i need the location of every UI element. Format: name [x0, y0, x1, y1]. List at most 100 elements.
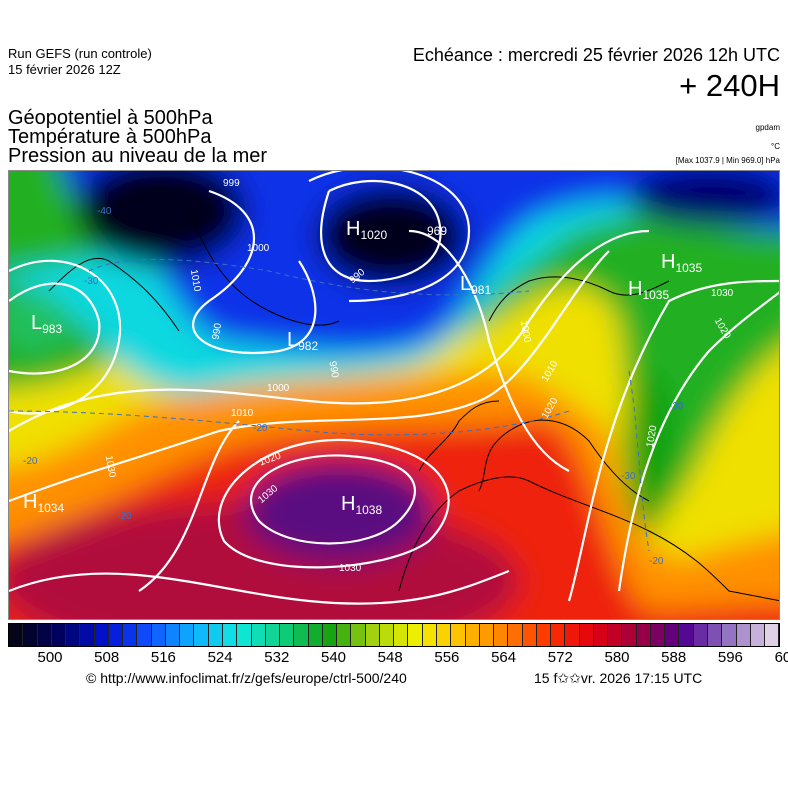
color-scale-tick: 524: [207, 649, 233, 666]
color-scale-cell: [465, 624, 480, 646]
color-scale-cell: [9, 624, 24, 646]
color-scale-cell: [479, 624, 495, 646]
color-scale-cell: [351, 624, 366, 646]
color-scale-cell: [265, 624, 281, 646]
unit-pressure: [Max 1037.9 | Min 969.0] hPa: [675, 156, 780, 165]
pressure-center-high: H1034: [23, 492, 64, 514]
color-scale-cell: [308, 624, 323, 646]
pressure-center-low: L983: [31, 313, 62, 335]
color-scale-tick: 596: [717, 649, 743, 666]
pressure-center-low: L981: [460, 274, 491, 296]
center-value: 1035: [675, 261, 703, 275]
color-scale-cell: [222, 624, 238, 646]
pressure-center-high: H1038: [341, 494, 382, 516]
isobar-label: 1000: [267, 383, 290, 394]
coastlines: [48, 210, 779, 602]
color-scale-cell: [708, 624, 723, 646]
color-scale-cell: [337, 624, 352, 646]
color-scale-cell: [23, 624, 38, 646]
color-scale-tick: 508: [94, 649, 120, 666]
isotherm-label: -20: [23, 456, 38, 467]
isotherm-label: -30: [669, 401, 684, 412]
valid-time: Echéance : mercredi 25 février 2026 12h …: [412, 45, 780, 65]
center-value: 1035: [642, 288, 670, 302]
generated-time: 15 f✩✩vr. 2026 17:15 UTC: [534, 670, 703, 686]
isobar-label: 1030: [711, 288, 734, 299]
field-geopotential: Géopotentiel à 500hPa: [8, 107, 213, 129]
isobars: [9, 171, 779, 605]
color-scale-cell: [508, 624, 523, 646]
color-scale-cell: [750, 624, 766, 646]
color-scale-cell: [536, 624, 552, 646]
color-scale-cell: [765, 624, 780, 646]
pressure-center-high: H1035: [628, 279, 669, 301]
color-scale-cell: [280, 624, 295, 646]
color-scale-cell: [66, 624, 81, 646]
color-scale-cell: [522, 624, 537, 646]
color-scale-cell: [408, 624, 423, 646]
color-scale-cell: [622, 624, 637, 646]
color-scale-cell: [451, 624, 466, 646]
color-scale-tick: 532: [264, 649, 290, 666]
color-scale-cell: [379, 624, 395, 646]
color-scale-tick: 564: [491, 649, 517, 666]
color-scale-tick: 572: [547, 649, 573, 666]
color-scale-cell: [494, 624, 509, 646]
color-scale-cell: [123, 624, 138, 646]
color-scale-cell: [251, 624, 266, 646]
color-scale-tick: 516: [150, 649, 176, 666]
color-scale-cell: [365, 624, 380, 646]
center-type: H: [628, 278, 643, 300]
isobar-label: 1000: [247, 243, 270, 254]
isotherm-label: -20: [117, 511, 132, 522]
color-scale-tick: 540: [320, 649, 347, 666]
isotherm-label: -20: [649, 556, 664, 567]
center-value: 982: [298, 339, 319, 353]
center-value: 1034: [37, 501, 65, 515]
color-scale-tick: 580: [604, 649, 630, 666]
isotherm-label: -30: [84, 276, 99, 287]
pressure-center-high: H1020: [346, 219, 387, 241]
color-scale-cell: [608, 624, 623, 646]
color-scale-cell: [579, 624, 594, 646]
credit-url: © http://www.infoclimat.fr/z/gefs/europe…: [86, 670, 407, 686]
color-scale-cell: [37, 624, 52, 646]
run-date: 15 février 2026 12Z: [8, 62, 121, 77]
center-type: H: [341, 493, 356, 515]
center-value: 983: [42, 322, 63, 336]
isobar-label: 999: [223, 178, 240, 189]
color-scale-tick: 500: [37, 649, 63, 666]
center-type: L: [31, 312, 43, 334]
isotherms: [9, 258, 650, 552]
color-scale-cell: [593, 624, 609, 646]
color-scale-cell: [165, 624, 181, 646]
color-scale-cell: [180, 624, 195, 646]
isobar-label: 969: [427, 224, 448, 238]
color-scale-cell: [51, 624, 67, 646]
color-scale-cell: [394, 624, 409, 646]
color-scale-cell: [551, 624, 566, 646]
run-label: Run GEFS (run controle): [8, 46, 152, 61]
isotherm-label: -20: [253, 423, 268, 434]
color-scale-bar: [8, 623, 780, 647]
field-list: Géopotentiel à 500hPa Température à 500h…: [8, 107, 268, 167]
isotherm-label: -30: [621, 471, 636, 482]
color-scale-cell: [194, 624, 209, 646]
color-scale-cell: [422, 624, 437, 646]
center-value: 981: [471, 283, 492, 297]
isobar-label: 1010: [231, 408, 254, 419]
color-scale-cell: [636, 624, 651, 646]
color-scale-cell: [736, 624, 751, 646]
color-scale-cell: [565, 624, 580, 646]
color-scale-cell: [94, 624, 109, 646]
center-type: H: [661, 251, 676, 273]
color-scale-cell: [679, 624, 694, 646]
color-scale-tick: 588: [661, 649, 687, 666]
field-pressure: Pression au niveau de la mer: [8, 145, 268, 167]
color-scale-cell: [693, 624, 709, 646]
color-scale-tick: 604: [774, 649, 788, 666]
unit-geopotential: gpdam: [755, 123, 780, 132]
color-scale-cell: [436, 624, 452, 646]
color-scale-cell: [665, 624, 680, 646]
color-scale-cell: [237, 624, 252, 646]
